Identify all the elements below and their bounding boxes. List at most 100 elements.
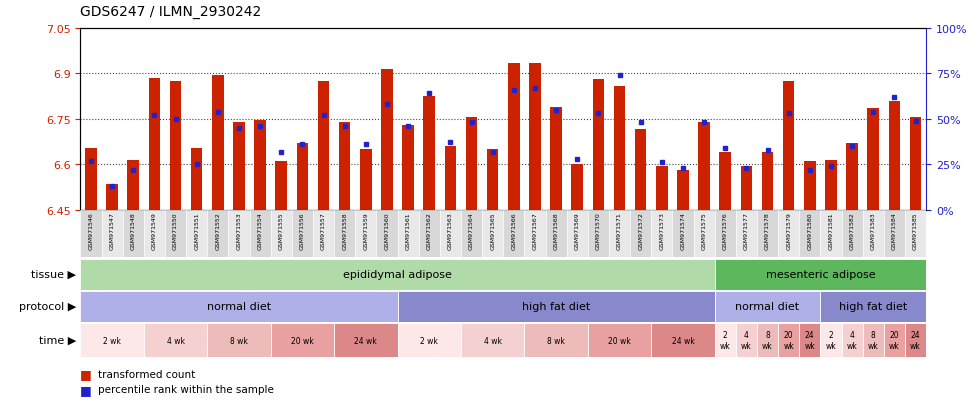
Bar (270, 210, 292, 258)
Bar (85, 148, 97, 210)
Bar (635, 130, 647, 210)
Bar (862, 210, 884, 258)
Text: GDS6247 / ILMN_2930242: GDS6247 / ILMN_2930242 (80, 5, 262, 19)
Bar (186, 210, 207, 258)
Text: GSM971579: GSM971579 (786, 211, 791, 249)
Bar (889, 102, 901, 210)
Bar (652, 210, 672, 258)
Text: GSM971585: GSM971585 (913, 211, 918, 249)
Bar (736, 323, 757, 357)
Bar (588, 323, 652, 357)
Text: 4 wk: 4 wk (167, 336, 184, 345)
Bar (149, 79, 160, 210)
Bar (398, 210, 418, 258)
Text: GSM971564: GSM971564 (469, 211, 474, 249)
Text: GSM971568: GSM971568 (554, 211, 559, 249)
Text: 2
wk: 2 wk (720, 331, 731, 350)
Text: GSM971546: GSM971546 (88, 211, 93, 249)
Text: 20 wk: 20 wk (609, 336, 631, 345)
Bar (551, 107, 562, 210)
Bar (677, 171, 689, 210)
Bar (334, 210, 355, 258)
Bar (884, 210, 905, 258)
Text: ■: ■ (80, 383, 92, 396)
Bar (524, 323, 588, 357)
Text: 8 wk: 8 wk (547, 336, 565, 345)
Bar (842, 210, 862, 258)
Text: epididymal adipose: epididymal adipose (343, 269, 452, 280)
Bar (613, 86, 625, 210)
Bar (757, 210, 778, 258)
Bar (741, 166, 753, 210)
Bar (482, 210, 504, 258)
Text: GSM971582: GSM971582 (850, 211, 855, 249)
Bar (630, 210, 652, 258)
Bar (170, 82, 181, 210)
Bar (719, 153, 731, 210)
Bar (270, 323, 334, 357)
Text: percentile rank within the sample: percentile rank within the sample (98, 385, 273, 394)
Text: 20
wk: 20 wk (889, 331, 900, 350)
Text: GSM971584: GSM971584 (892, 211, 897, 249)
Text: GSM971573: GSM971573 (660, 211, 664, 249)
Bar (487, 150, 499, 210)
Bar (909, 118, 921, 210)
Text: 8
wk: 8 wk (868, 331, 879, 350)
Bar (862, 323, 884, 357)
Bar (360, 150, 371, 210)
Text: 4 wk: 4 wk (484, 336, 502, 345)
Text: GSM971569: GSM971569 (574, 211, 580, 249)
Bar (254, 121, 266, 210)
Text: GSM971572: GSM971572 (638, 211, 643, 249)
Bar (418, 210, 440, 258)
Text: 24 wk: 24 wk (355, 336, 377, 345)
Bar (339, 123, 351, 210)
Text: GSM971559: GSM971559 (364, 211, 368, 249)
Bar (398, 323, 461, 357)
Text: GSM971563: GSM971563 (448, 211, 453, 249)
Bar (714, 259, 926, 290)
Bar (508, 64, 519, 210)
Text: GSM971580: GSM971580 (808, 211, 812, 249)
Text: 20 wk: 20 wk (291, 336, 314, 345)
Text: GSM971570: GSM971570 (596, 211, 601, 249)
Bar (800, 323, 820, 357)
Bar (524, 210, 546, 258)
Text: high fat diet: high fat diet (839, 301, 907, 312)
Bar (778, 210, 800, 258)
Bar (761, 153, 773, 210)
Bar (825, 160, 837, 210)
Text: GSM971556: GSM971556 (300, 211, 305, 249)
Bar (800, 210, 820, 258)
Bar (736, 210, 757, 258)
Text: 24
wk: 24 wk (805, 331, 815, 350)
Bar (694, 210, 714, 258)
Text: GSM971576: GSM971576 (722, 211, 728, 249)
Bar (102, 210, 122, 258)
Bar (297, 144, 308, 210)
Bar (440, 210, 461, 258)
Bar (122, 210, 144, 258)
Bar (672, 210, 694, 258)
Bar (656, 166, 667, 210)
Bar (144, 323, 207, 357)
Bar (292, 210, 313, 258)
Bar (313, 210, 334, 258)
Text: GSM971555: GSM971555 (278, 211, 284, 249)
Text: GSM971552: GSM971552 (216, 211, 220, 249)
Text: transformed count: transformed count (98, 369, 195, 379)
Bar (423, 97, 435, 210)
Text: high fat diet: high fat diet (522, 301, 590, 312)
Bar (714, 210, 736, 258)
Bar (275, 162, 287, 210)
Text: 2 wk: 2 wk (103, 336, 121, 345)
Text: tissue ▶: tissue ▶ (31, 269, 76, 280)
Text: GSM971561: GSM971561 (406, 211, 411, 249)
Text: GSM971550: GSM971550 (173, 211, 178, 249)
Bar (546, 210, 566, 258)
Text: 8 wk: 8 wk (230, 336, 248, 345)
Text: GSM971562: GSM971562 (426, 211, 432, 249)
Bar (783, 82, 795, 210)
Text: protocol ▶: protocol ▶ (20, 301, 76, 312)
Text: 24
wk: 24 wk (910, 331, 921, 350)
